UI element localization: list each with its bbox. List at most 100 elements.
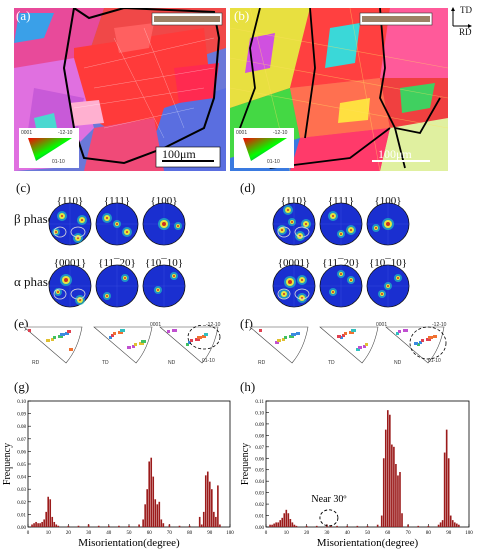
ipf-key-label-0001-b: 0001: [236, 130, 248, 136]
histogram-bar: [53, 521, 56, 527]
x-axis-label: Misorientation(degree): [78, 537, 180, 549]
inverse-pole-figure: [93, 326, 153, 364]
y-tick-label: 0.11: [255, 400, 264, 405]
ipf-key-label-0001: 0001: [21, 130, 33, 136]
y-tick-label: 0.00: [17, 526, 26, 531]
panel-label-g: (g): [14, 379, 30, 394]
histogram-bar: [380, 515, 383, 527]
scale-bar-label-a: 100μm: [162, 147, 196, 161]
histogram-bar: [458, 524, 460, 527]
histogram-bar: [336, 525, 338, 527]
histogram-bar: [39, 523, 41, 527]
histogram-bar: [456, 523, 458, 527]
y-tick-label: 0.04: [255, 480, 264, 485]
histogram-bar: [393, 446, 395, 527]
histogram-bar: [158, 501, 161, 527]
histogram-bar: [293, 524, 296, 527]
x-tick-label: 80: [426, 531, 432, 536]
ipf-key-label-12-10: -12-10: [58, 130, 73, 136]
y-tick-label: 0.07: [255, 446, 264, 451]
histogram-bar: [208, 481, 211, 527]
panel-label-f: (f): [240, 316, 253, 331]
histogram-bar: [356, 525, 359, 527]
pole-figure: [142, 202, 186, 246]
histogram-bar: [156, 504, 159, 527]
histogram-bar: [417, 525, 420, 527]
beta-phase-label: β phase: [14, 211, 54, 226]
histogram-bar: [384, 429, 387, 527]
histogram-bar: [204, 475, 207, 527]
y-tick-label: 0.09: [17, 413, 26, 418]
histogram-bar: [87, 524, 90, 527]
x-tick-label: 60: [147, 531, 153, 536]
pole-figure: [319, 202, 363, 246]
histogram-bar: [219, 524, 221, 527]
histogram-bar: [401, 513, 403, 527]
histogram-bar: [376, 524, 379, 527]
near-30-ellipse: [319, 509, 339, 527]
x-tick-label: 20: [66, 531, 72, 536]
panel-label-a: (a): [16, 8, 31, 23]
histogram-bar: [441, 520, 444, 527]
x-tick-label: 60: [385, 531, 391, 536]
histogram-bar: [291, 522, 294, 527]
histogram-bar: [55, 524, 58, 527]
histogram-h: 0.00 0.01 0.02 0.03 0.04 0.05 0.06 0.07 0.08 0.09…: [240, 400, 473, 549]
y-tick-label: 0.10: [255, 411, 264, 416]
inverse-pole-figure: [23, 326, 83, 364]
plot-frame: [27, 400, 231, 528]
histogram-bar: [386, 410, 389, 527]
inverse-pole-figure: [385, 326, 447, 364]
y-tick-label: 0.03: [17, 488, 26, 493]
ipf-key-12-10: -12-10: [432, 322, 447, 328]
pole-figure: [272, 202, 316, 246]
pole-figure-title: {10¯10}: [368, 257, 408, 269]
histogram-bar: [213, 511, 215, 527]
axis-label-td: TD: [460, 5, 472, 15]
inverse-pole-figure: [249, 326, 309, 364]
histogram-bar: [142, 519, 144, 527]
ipf-axis-label: ND: [168, 360, 176, 366]
histogram-bar: [148, 461, 151, 527]
x-axis-label: Misorientation(degree): [317, 537, 419, 549]
histogram-bar: [215, 516, 217, 527]
histogram-bar: [162, 523, 165, 527]
histogram-bar: [391, 444, 393, 527]
axis-label-rd: RD: [459, 27, 472, 37]
histogram-bar: [279, 520, 282, 527]
histogram-bar: [107, 525, 110, 527]
pole-figure: [95, 202, 139, 246]
x-tick-label: 90: [207, 531, 213, 536]
histogram-bar: [47, 496, 50, 527]
td-rd-axes: [451, 7, 472, 28]
histogram-bar: [295, 525, 298, 527]
x-tick-label: 70: [167, 531, 173, 536]
histogram-bar: [273, 523, 275, 527]
histogram-bar: [128, 525, 130, 527]
histogram-bar: [217, 485, 219, 527]
y-tick-label: 0.02: [17, 501, 26, 506]
histogram-bar: [188, 525, 191, 527]
histogram-bar: [211, 489, 213, 527]
y-tick-label: 0.10: [17, 400, 26, 405]
histogram-bar: [206, 471, 209, 527]
histogram-bar: [451, 520, 454, 527]
x-tick-label: 50: [365, 531, 371, 536]
x-tick-label: 30: [86, 531, 92, 536]
y-tick-label: 0.06: [255, 457, 264, 462]
inverse-pole-figure: [319, 326, 379, 364]
ebsd-map-a: 0001 -12-10 01-10 100μm: [14, 8, 226, 171]
x-tick-label: 30: [324, 531, 330, 536]
x-tick-label: 70: [406, 531, 412, 536]
histogram-bar: [33, 523, 35, 527]
histogram-bar: [97, 525, 100, 527]
x-tick-label: 10: [46, 531, 52, 536]
panel-label-d: (d): [240, 180, 256, 195]
plot-frame: [265, 400, 470, 528]
pole-figure-title: {0001}: [277, 257, 311, 269]
y-tick-label: 0.05: [17, 463, 26, 468]
histogram-bar: [445, 429, 448, 527]
x-tick-label: 90: [446, 531, 452, 536]
y-tick-label: 0.07: [17, 438, 26, 443]
ipf-key-12-10: -12-10: [206, 322, 221, 328]
